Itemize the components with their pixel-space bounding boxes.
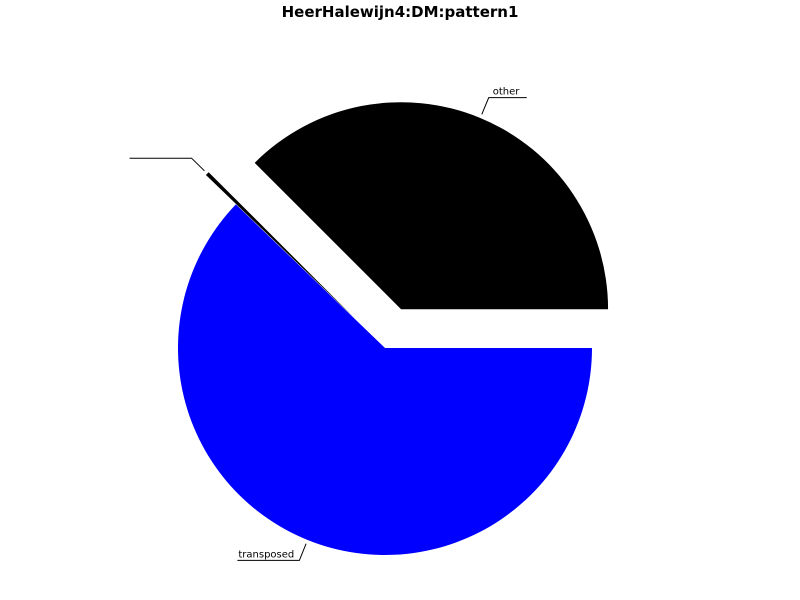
pie-slices <box>178 102 609 556</box>
chart-title: HeerHalewijn4:DM:pattern1 <box>281 3 519 21</box>
leader-line-other <box>481 97 527 115</box>
slice-label-transposed: transposed <box>238 549 294 560</box>
leader-line-slice-1 <box>129 157 205 172</box>
pie-slice-other <box>254 102 609 310</box>
pie-slice-slice-1 <box>205 172 356 319</box>
pie-slice-transposed <box>178 204 592 556</box>
label-leaders: other transposed <box>129 87 527 561</box>
leader-line-transposed <box>237 543 307 561</box>
slice-label-other: other <box>493 87 521 98</box>
